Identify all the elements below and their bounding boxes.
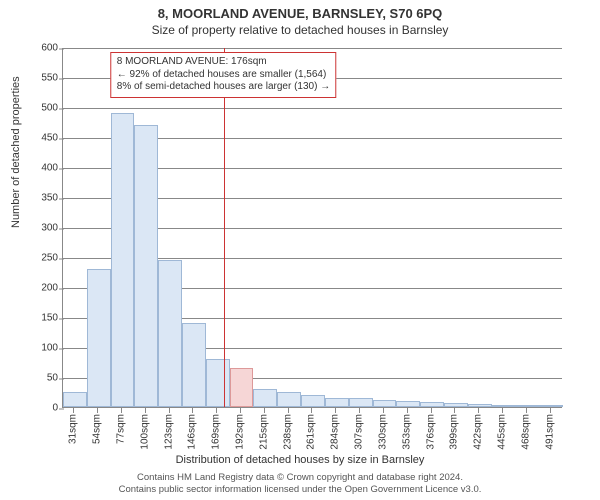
x-tick-mark xyxy=(216,408,217,413)
annotation-line3: 8% of semi-detached houses are larger (1… xyxy=(117,81,330,94)
y-tick-label: 350 xyxy=(8,193,58,204)
x-tick-mark xyxy=(240,408,241,413)
histogram-bar-highlight xyxy=(230,368,254,407)
histogram-bar xyxy=(182,323,206,407)
x-tick-mark xyxy=(407,408,408,413)
x-tick-mark xyxy=(431,408,432,413)
histogram-bar xyxy=(539,405,563,407)
histogram-bar xyxy=(373,400,397,407)
x-tick-mark xyxy=(121,408,122,413)
histogram-bar xyxy=(396,401,420,407)
figure: 8, MOORLAND AVENUE, BARNSLEY, S70 6PQ Si… xyxy=(0,0,600,500)
histogram-bar xyxy=(468,404,492,407)
x-tick-mark xyxy=(502,408,503,413)
x-tick-label: 353sqm xyxy=(401,414,412,450)
y-tick-label: 300 xyxy=(8,223,58,234)
histogram-bar xyxy=(111,113,135,407)
y-tick-label: 50 xyxy=(8,373,58,384)
x-tick-mark xyxy=(359,408,360,413)
x-tick-mark xyxy=(311,408,312,413)
histogram-bar xyxy=(420,402,444,407)
y-tick-label: 600 xyxy=(8,43,58,54)
x-tick-label: 284sqm xyxy=(330,414,341,450)
plot xyxy=(62,48,562,408)
x-tick-label: 422sqm xyxy=(473,414,484,450)
histogram-bar xyxy=(87,269,111,407)
x-axis-label: Distribution of detached houses by size … xyxy=(0,454,600,466)
x-tick-mark xyxy=(192,408,193,413)
x-tick-mark xyxy=(288,408,289,413)
y-tick-label: 150 xyxy=(8,313,58,324)
histogram-bar xyxy=(277,392,301,407)
y-tick-label: 500 xyxy=(8,103,58,114)
footer-line1: Contains HM Land Registry data © Crown c… xyxy=(0,472,600,484)
x-tick-label: 307sqm xyxy=(354,414,365,450)
histogram-bar xyxy=(134,125,158,407)
annotation-line2: ← 92% of detached houses are smaller (1,… xyxy=(117,69,330,82)
title-address: 8, MOORLAND AVENUE, BARNSLEY, S70 6PQ xyxy=(0,0,600,21)
x-tick-label: 330sqm xyxy=(377,414,388,450)
annotation-line1: 8 MOORLAND AVENUE: 176sqm xyxy=(117,56,330,69)
y-tick-label: 550 xyxy=(8,73,58,84)
x-tick-label: 215sqm xyxy=(258,414,269,450)
histogram-bar xyxy=(301,395,325,407)
histogram-bar xyxy=(325,398,349,407)
x-tick-mark xyxy=(264,408,265,413)
x-tick-label: 468sqm xyxy=(520,414,531,450)
x-tick-mark xyxy=(526,408,527,413)
y-tick-label: 450 xyxy=(8,133,58,144)
x-tick-mark xyxy=(169,408,170,413)
x-tick-mark xyxy=(97,408,98,413)
y-tick-label: 250 xyxy=(8,253,58,264)
histogram-bar xyxy=(492,405,516,407)
y-tick-label: 0 xyxy=(8,403,58,414)
histogram-bar xyxy=(206,359,230,407)
x-tick-label: 376sqm xyxy=(425,414,436,450)
histogram-bar xyxy=(63,392,87,407)
histogram-bar xyxy=(444,403,468,407)
histogram-bar xyxy=(253,389,277,407)
x-tick-label: 261sqm xyxy=(306,414,317,450)
x-tick-label: 31sqm xyxy=(68,414,79,444)
x-tick-label: 169sqm xyxy=(211,414,222,450)
gridline xyxy=(63,48,562,49)
title-subtitle: Size of property relative to detached ho… xyxy=(0,21,600,39)
x-tick-mark xyxy=(550,408,551,413)
gridline xyxy=(63,108,562,109)
x-tick-mark xyxy=(145,408,146,413)
y-tick-label: 200 xyxy=(8,283,58,294)
x-tick-label: 238sqm xyxy=(282,414,293,450)
histogram-bar xyxy=(158,260,182,407)
plot-area: 8 MOORLAND AVENUE: 176sqm ← 92% of detac… xyxy=(62,48,562,408)
x-tick-mark xyxy=(335,408,336,413)
annotation-box: 8 MOORLAND AVENUE: 176sqm ← 92% of detac… xyxy=(111,52,336,98)
x-tick-mark xyxy=(454,408,455,413)
y-tick-label: 400 xyxy=(8,163,58,174)
marker-line xyxy=(224,48,225,407)
y-axis-label: Number of detached properties xyxy=(10,76,22,228)
x-tick-label: 491sqm xyxy=(544,414,555,450)
footer-line2: Contains public sector information licen… xyxy=(0,484,600,496)
x-tick-label: 399sqm xyxy=(449,414,460,450)
x-tick-label: 146sqm xyxy=(187,414,198,450)
footer: Contains HM Land Registry data © Crown c… xyxy=(0,472,600,496)
x-tick-label: 54sqm xyxy=(92,414,103,444)
x-tick-label: 77sqm xyxy=(116,414,127,444)
x-tick-label: 123sqm xyxy=(163,414,174,450)
x-tick-mark xyxy=(478,408,479,413)
x-tick-label: 192sqm xyxy=(235,414,246,450)
x-tick-label: 100sqm xyxy=(139,414,150,450)
x-tick-mark xyxy=(73,408,74,413)
x-tick-mark xyxy=(383,408,384,413)
y-tick-label: 100 xyxy=(8,343,58,354)
x-tick-label: 445sqm xyxy=(496,414,507,450)
histogram-bar xyxy=(349,398,373,407)
histogram-bar xyxy=(515,405,539,407)
